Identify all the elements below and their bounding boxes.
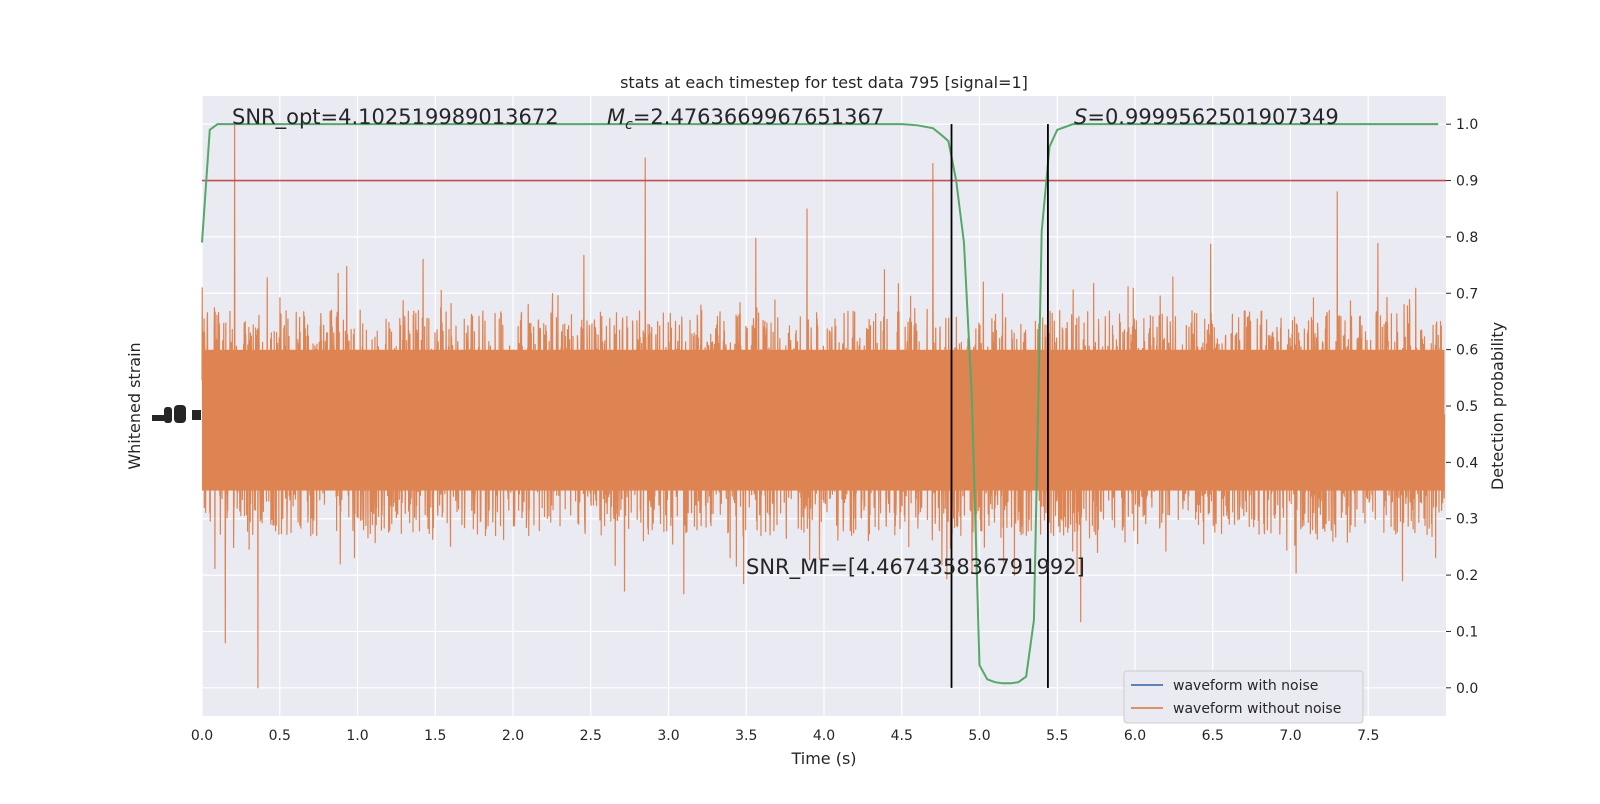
annotation-snr-opt: SNR_opt=4.102519989013672	[232, 105, 559, 130]
y-tick-label-right: 0.7	[1456, 286, 1478, 302]
x-tick-label: 7.0	[1279, 728, 1301, 744]
y-axis-label-left: Whitened strain	[125, 342, 144, 469]
annotation-chirp-mass: Mc=2.4763669967651367	[607, 105, 884, 133]
x-tick-label: 1.0	[346, 728, 368, 744]
left-tick-mark	[164, 407, 172, 423]
legend-box	[1123, 670, 1364, 724]
legend-label-with-noise: waveform with noise	[1173, 678, 1318, 694]
chirp-mass-subscript: c	[625, 117, 633, 133]
x-tick-label: 0.0	[191, 728, 213, 744]
left-axis-overlapped-ticks	[152, 405, 201, 423]
s-score-value: =0.9999562501907349	[1087, 105, 1338, 129]
x-tick-label: 4.5	[891, 728, 913, 744]
y-axis-label-right: Detection probability	[1488, 322, 1507, 490]
detection-probability-line	[201, 123, 1439, 685]
x-tick-label: 2.5	[580, 728, 602, 744]
y-tick-label-right: 0.9	[1456, 174, 1478, 190]
left-tick-mark	[174, 405, 186, 423]
annotation-snr-mf: SNR_MF=[4.467435836791992]	[746, 555, 1085, 580]
left-tick-mark	[152, 415, 164, 421]
y-tick-label-right: 0.5	[1456, 399, 1478, 415]
x-tick-label: 7.5	[1357, 728, 1379, 744]
y-tick-label-right: 0.3	[1456, 512, 1478, 528]
left-tick-mark	[192, 410, 201, 420]
x-tick-label: 0.5	[269, 728, 291, 744]
probability-layer	[201, 123, 1439, 685]
chirp-mass-symbol: M	[607, 105, 625, 129]
legend-label-without-noise: waveform without noise	[1173, 701, 1341, 717]
x-tick-label: 5.5	[1046, 728, 1068, 744]
tick-layer: 0.0 0.5 1.0 1.5 2.0 2.5 3.0 3.5 4.0 4.5 5.0 5.5 6.0 6…	[191, 117, 1478, 744]
x-tick-label: 2.0	[502, 728, 524, 744]
y-tick-label-right: 0.0	[1456, 681, 1478, 697]
s-score-symbol: S	[1074, 105, 1087, 129]
noise-strain-line	[201, 123, 1446, 689]
x-axis-label: Time (s)	[790, 749, 856, 768]
detection-window-layer	[950, 124, 1049, 688]
y-tick-label-right: 0.8	[1456, 230, 1478, 246]
y-tick-label-right: 1.0	[1456, 117, 1478, 133]
x-tick-label: 5.0	[968, 728, 990, 744]
noise-strain-series	[201, 123, 1446, 689]
legend: waveform with noise waveform without noi…	[1123, 670, 1364, 724]
y-tick-label-right: 0.2	[1456, 568, 1478, 584]
x-tick-label: 6.0	[1124, 728, 1146, 744]
x-tick-label: 4.0	[813, 728, 835, 744]
chirp-mass-value: =2.4763669967651367	[633, 105, 884, 129]
chart-title: stats at each timestep for test data 795…	[620, 73, 1028, 92]
annotation-s-score: S=0.9999562501907349	[1074, 105, 1339, 129]
x-tick-label: 1.5	[424, 728, 446, 744]
x-tick-label: 6.5	[1202, 728, 1224, 744]
y-tick-label-right: 0.4	[1456, 455, 1478, 471]
y-tick-label-right: 0.6	[1456, 343, 1478, 359]
x-tick-label: 3.5	[735, 728, 757, 744]
x-tick-label: 3.0	[657, 728, 679, 744]
y-tick-label-right: 0.1	[1456, 624, 1478, 640]
